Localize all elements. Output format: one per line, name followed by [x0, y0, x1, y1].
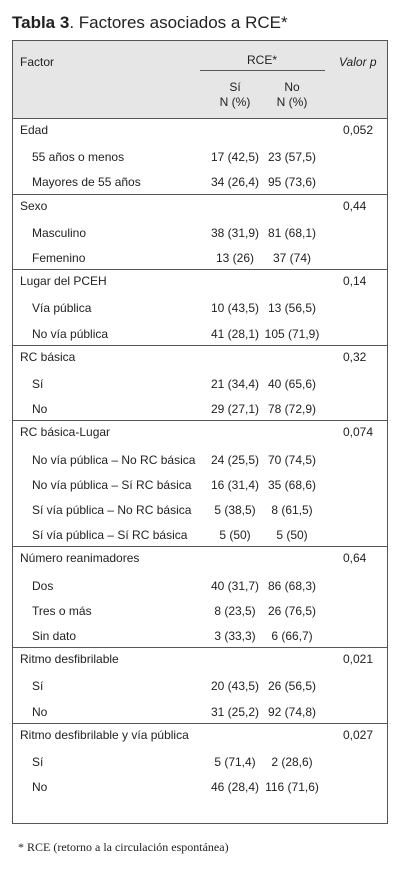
si-value: 20 (43,5): [210, 679, 260, 694]
header-factor: Factor: [20, 55, 55, 69]
si-value: 10 (43,5): [210, 301, 260, 316]
si-value: 31 (25,2): [210, 704, 260, 719]
row-label: No: [32, 402, 48, 417]
no-value: 78 (72,9): [267, 402, 317, 417]
no-value: 26 (56,5): [267, 679, 317, 694]
si-value: 5 (50): [219, 528, 251, 543]
header-rule: [200, 70, 325, 71]
si-value: 41 (28,1): [210, 326, 260, 341]
footnote: * RCE (retorno a la circulación espontán…: [18, 840, 229, 854]
row-label: Vía pública: [32, 301, 92, 316]
no-value: 5 (50): [276, 528, 308, 543]
row-label: No: [32, 704, 48, 719]
no-value: 92 (74,8): [267, 704, 317, 719]
row-label: Femenino: [32, 251, 86, 265]
p-value: 0,027: [343, 727, 374, 742]
p-value: 0,052: [343, 123, 374, 137]
group-name: RC básica-Lugar: [20, 425, 111, 440]
row-label: No: [32, 780, 48, 795]
si-value: 29 (27,1): [210, 402, 260, 417]
si-value: 8 (23,5): [214, 603, 256, 618]
si-value: 24 (25,5): [210, 452, 260, 467]
row-label: Sin dato: [32, 629, 77, 643]
si-value: 16 (31,4): [210, 477, 260, 492]
row-label: No vía pública – No RC básica: [32, 452, 196, 467]
group-rule: [12, 647, 388, 649]
row-label: Tres o más: [32, 603, 92, 618]
no-value: 116 (71,6): [265, 780, 319, 795]
no-value: 8 (61,5): [271, 503, 313, 517]
p-value: 0,64: [343, 551, 367, 566]
no-value: 35 (68,6): [267, 477, 317, 492]
group-name: Número reanimadores: [20, 551, 140, 566]
title-text: . Factores asociados a RCE*: [69, 13, 288, 32]
header-si: Sí: [229, 80, 241, 94]
si-value: 46 (28,4): [210, 780, 260, 795]
title-label: Tabla 3: [12, 13, 70, 32]
group-name: Sexo: [20, 198, 48, 213]
no-value: 13 (56,5): [267, 301, 317, 316]
row-label: No vía pública – Sí RC básica: [32, 477, 192, 492]
si-value: 3 (33,3): [214, 629, 256, 643]
si-value: 38 (31,9): [210, 225, 260, 240]
row-label: 55 años o menos: [32, 150, 125, 165]
si-value: 40 (31,7): [210, 578, 260, 593]
header-si-unit: N (%): [219, 95, 251, 109]
no-value: 37 (74): [272, 251, 312, 265]
group-rule: [12, 344, 388, 346]
p-value: 0,14: [343, 274, 367, 289]
row-label: Sí: [32, 755, 44, 769]
group-rule: [12, 722, 388, 724]
row-label: Sí: [32, 679, 44, 694]
header-rce: RCE*: [246, 53, 278, 67]
row-label: Masculino: [32, 225, 87, 240]
row-label: Dos: [32, 578, 54, 593]
group-name: Edad: [20, 123, 49, 137]
header-no-unit: N (%): [276, 95, 308, 109]
no-value: 105 (71,9): [264, 326, 320, 341]
table-title: Tabla 3. Factores asociados a RCE*: [12, 13, 288, 33]
no-value: 40 (65,6): [267, 377, 317, 391]
header-p: Valor p: [339, 55, 377, 69]
group-name: Ritmo desfibrilable y vía pública: [20, 727, 189, 742]
si-value: 5 (71,4): [214, 755, 256, 769]
no-value: 70 (74,5): [267, 452, 317, 467]
group-name: Ritmo desfibrilable: [20, 652, 119, 667]
no-value: 2 (28,6): [271, 755, 313, 769]
p-value: 0,021: [343, 652, 374, 667]
group-rule: [12, 420, 388, 422]
p-value: 0,074: [343, 425, 374, 440]
si-value: 17 (42,5): [210, 150, 260, 165]
group-name: RC básica: [20, 349, 76, 364]
no-value: 6 (66,7): [271, 629, 313, 643]
si-value: 34 (26,4): [210, 175, 260, 190]
p-value: 0,32: [343, 349, 367, 364]
p-value: 0,44: [343, 198, 367, 213]
header-bg: [13, 41, 387, 118]
group-rule: [12, 193, 388, 195]
no-value: 26 (76,5): [267, 603, 317, 618]
header-bottom-rule: [12, 118, 388, 119]
si-value: 21 (34,4): [210, 377, 260, 391]
si-value: 5 (38,5): [214, 503, 256, 517]
row-label: Sí vía pública – Sí RC básica: [32, 528, 188, 543]
group-name: Lugar del PCEH: [20, 274, 107, 289]
no-value: 81 (68,1): [267, 225, 317, 240]
row-label: Sí vía pública – No RC básica: [32, 503, 192, 517]
table-frame: [12, 40, 388, 824]
group-rule: [12, 269, 388, 271]
no-value: 95 (73,6): [267, 175, 317, 190]
row-label: Mayores de 55 años: [32, 175, 141, 190]
si-value: 13 (26): [215, 251, 255, 265]
row-label: Sí: [32, 377, 44, 391]
header-no: No: [284, 80, 300, 94]
no-value: 86 (68,3): [267, 578, 317, 593]
group-rule: [12, 546, 388, 548]
no-value: 23 (57,5): [267, 150, 317, 165]
row-label: No vía pública: [32, 326, 109, 341]
